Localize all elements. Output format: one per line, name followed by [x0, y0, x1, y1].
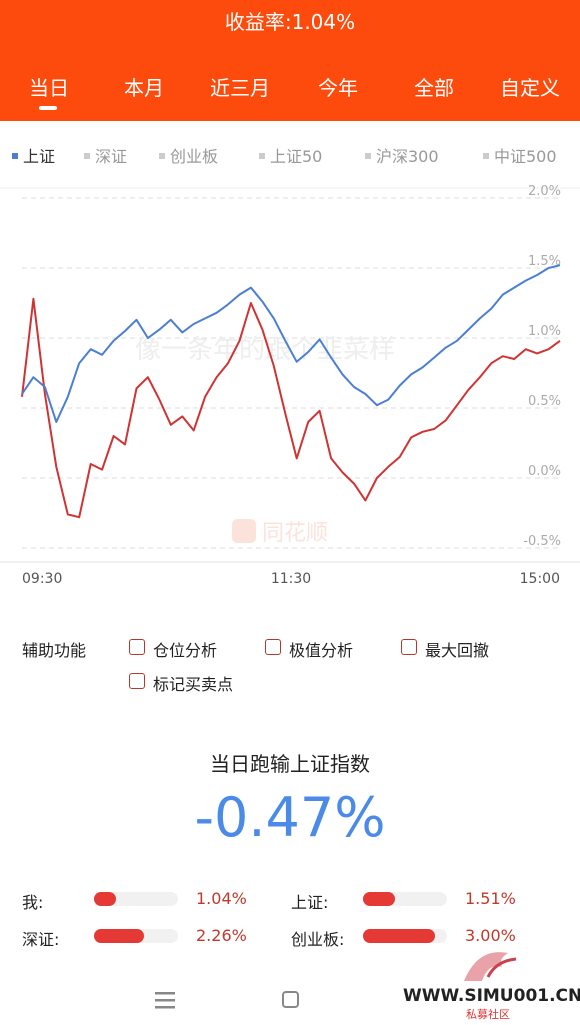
- bar-fill-me: [94, 892, 116, 906]
- x-tick-label: 09:30: [22, 571, 62, 587]
- tab-this-month[interactable]: 本月: [124, 76, 164, 100]
- header-bar: 收益率:1.04% 当日 本月 近三月 今年 全部 自定义: [0, 0, 580, 121]
- extreme-analysis-label[interactable]: 极值分析: [289, 641, 354, 660]
- row-value-chinext: 3.00%: [465, 926, 516, 945]
- legend-shanghai[interactable]: 上证: [12, 143, 55, 167]
- legend-dot-icon: [84, 152, 90, 159]
- tonghuashun-watermark-text: 同花顺: [262, 521, 328, 546]
- tab-custom[interactable]: 自定义: [500, 76, 560, 100]
- series-line-shanghai: [21, 264, 561, 423]
- site-watermark-url: WWW.SIMU001.CN: [403, 986, 580, 1006]
- row-label-shenzhen: 深证:: [22, 930, 60, 949]
- menu-icon[interactable]: [154, 990, 176, 1010]
- tab-all[interactable]: 全部: [414, 76, 454, 100]
- row-label-me: 我:: [22, 893, 44, 912]
- legend-chinext[interactable]: 创业板: [159, 143, 218, 167]
- legend-csi300[interactable]: 沪深300: [365, 143, 439, 167]
- extreme-analysis-checkbox[interactable]: [265, 639, 281, 655]
- aux-functions-label: 辅助功能: [22, 641, 87, 660]
- row-value-me: 1.04%: [196, 889, 247, 908]
- x-tick-label: 11:30: [271, 571, 311, 587]
- row-label-shanghai: 上证:: [291, 893, 329, 912]
- intraday-return-chart: 2.0%1.5%1.0%0.5%0.0%-0.5% 像一条年的跟个韭菜样 同花顺…: [0, 184, 580, 587]
- legend-dot-icon: [12, 152, 18, 159]
- max-drawdown-label[interactable]: 最大回撤: [425, 641, 490, 660]
- index-legend: 上证 深证 创业板 上证50 沪深300 中证500: [0, 143, 580, 167]
- legend-dot-icon: [259, 152, 265, 159]
- legend-dot-icon: [483, 152, 489, 159]
- tonghuashun-logo-icon: [232, 519, 256, 543]
- legend-dot-icon: [365, 152, 371, 159]
- y-tick-label: 0.5%: [528, 394, 561, 409]
- bar-fill-shanghai: [363, 892, 395, 906]
- active-tab-indicator: [39, 106, 57, 110]
- y-tick-label: -0.5%: [523, 534, 561, 549]
- tab-three-months[interactable]: 近三月: [210, 76, 270, 100]
- position-analysis-checkbox[interactable]: [129, 639, 145, 655]
- return-rate-title: 收益率:1.04%: [224, 10, 356, 34]
- y-tick-label: 0.0%: [528, 464, 561, 479]
- y-tick-label: 2.0%: [528, 184, 561, 199]
- comparison-title: 当日跑输上证指数: [210, 752, 370, 776]
- period-tabs: 当日 本月 近三月 今年 全部 自定义: [0, 72, 580, 102]
- bar-track-shanghai: [363, 892, 447, 906]
- bar-fill-chinext: [363, 929, 436, 943]
- tab-this-year[interactable]: 今年: [318, 76, 358, 100]
- position-analysis-label[interactable]: 仓位分析: [153, 641, 218, 660]
- x-tick-label: 15:00: [520, 571, 560, 587]
- trade-points-checkbox[interactable]: [129, 673, 145, 689]
- tab-today[interactable]: 当日: [29, 76, 69, 100]
- y-tick-label: 1.0%: [528, 324, 561, 339]
- row-label-chinext: 创业板:: [291, 930, 345, 949]
- legend-shenzhen[interactable]: 深证: [84, 143, 127, 167]
- bar-track-me: [94, 892, 178, 906]
- x-axis-ticks: 09:30 11:30 15:00: [22, 571, 560, 587]
- legend-csi500[interactable]: 中证500: [483, 143, 557, 167]
- bar-fill-shenzhen: [94, 929, 145, 943]
- bar-track-shenzhen: [94, 929, 178, 943]
- legend-sse50[interactable]: 上证50: [259, 143, 322, 167]
- series-line-me: [21, 297, 561, 519]
- row-value-shenzhen: 2.26%: [196, 926, 247, 945]
- comparison-value: -0.47%: [194, 786, 386, 849]
- legend-dot-icon: [159, 152, 165, 159]
- y-axis-ticks: 2.0% 1.5% 1.0% 0.5% 0.0% -0.5%: [523, 184, 561, 549]
- trade-points-label[interactable]: 标记买卖点: [153, 675, 234, 694]
- site-watermark-caption: 私募社区: [466, 1008, 510, 1021]
- chart-series: [21, 264, 561, 519]
- max-drawdown-checkbox[interactable]: [401, 639, 417, 655]
- y-tick-label: 1.5%: [528, 254, 561, 269]
- chart-grid: [22, 197, 560, 549]
- row-value-shanghai: 1.51%: [465, 889, 516, 908]
- home-icon[interactable]: [281, 990, 301, 1010]
- simu-logo-icon: [464, 952, 517, 981]
- tonghuashun-watermark: 同花顺: [232, 519, 328, 546]
- bar-track-chinext: [363, 929, 447, 943]
